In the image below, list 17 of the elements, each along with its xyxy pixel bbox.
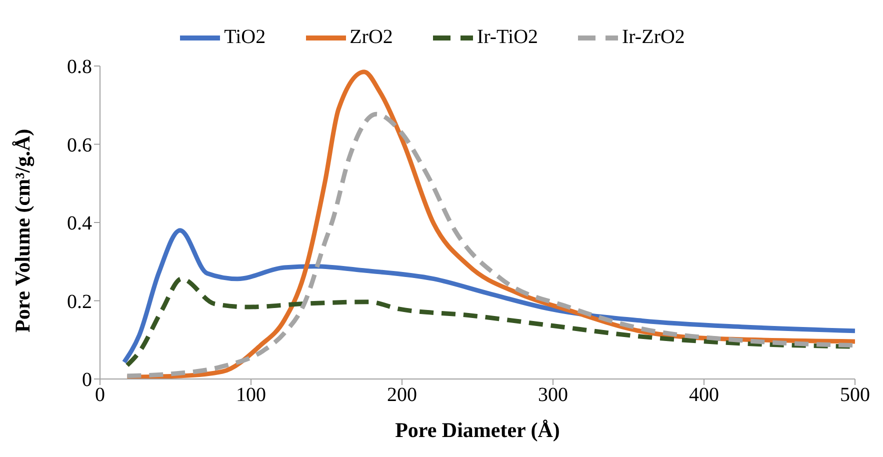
x-axis-title: Pore Diameter (Å) bbox=[395, 418, 560, 442]
legend-label: ZrO2 bbox=[350, 26, 393, 48]
legend-label: TiO2 bbox=[224, 26, 266, 48]
y-tick-label: 0.6 bbox=[67, 134, 92, 156]
x-tick-label: 300 bbox=[538, 384, 568, 406]
x-tick-label: 100 bbox=[236, 384, 266, 406]
x-tick-label: 400 bbox=[689, 384, 719, 406]
y-tick-label: 0.8 bbox=[67, 56, 92, 78]
y-tick-label: 0 bbox=[82, 369, 92, 392]
line-series bbox=[122, 228, 855, 364]
x-tick-label: 500 bbox=[840, 384, 870, 406]
y-tick-label: 0.2 bbox=[67, 290, 92, 313]
x-tick-label: 200 bbox=[387, 384, 417, 406]
legend-label: Ir-TiO2 bbox=[476, 26, 538, 48]
y-tick-label: 0.4 bbox=[67, 212, 92, 235]
y-axis-title: Pore Volume (cm³/g.Å) bbox=[10, 128, 34, 332]
legend-label: Ir-ZrO2 bbox=[622, 26, 685, 48]
